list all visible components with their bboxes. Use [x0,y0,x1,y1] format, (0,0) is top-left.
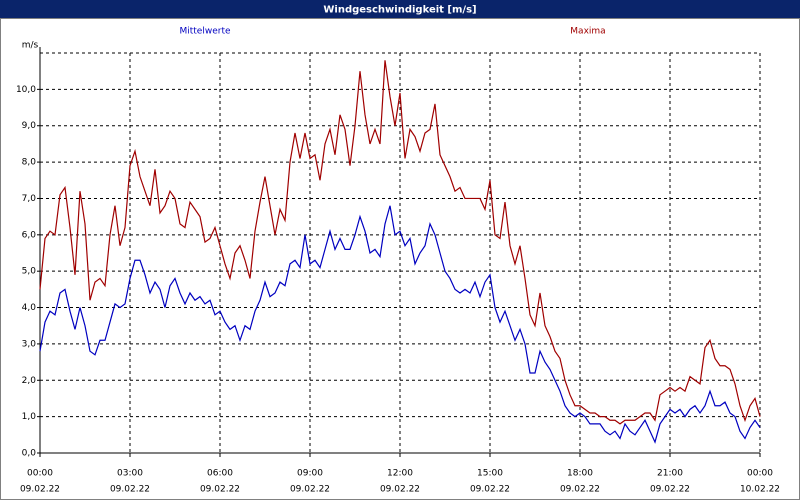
y-tick-label: 1,0 [22,412,37,422]
x-tick-label: 03:00 [117,469,143,479]
x-tick-label: 15:00 [477,469,503,479]
y-tick-label: 6,0 [22,230,37,240]
x-tick-date: 09.02.22 [20,485,60,495]
x-tick-label: 06:00 [207,469,233,479]
chart-title: Windgeschwindigkeit [m/s] [323,5,476,16]
y-axis-label: m/s [22,41,39,51]
legend-label: Mittelwerte [179,27,230,37]
y-tick-label: 4,0 [22,303,37,313]
x-tick-date: 09.02.22 [650,485,690,495]
y-tick-label: 0,0 [22,449,37,459]
x-tick-date: 09.02.22 [380,485,420,495]
x-tick-label: 09:00 [297,469,323,479]
legend-label: Maxima [570,27,605,37]
y-tick-label: 7,0 [22,194,37,204]
y-tick-label: 10,0 [16,85,36,95]
y-tick-label: 5,0 [22,267,37,277]
y-tick-label: 2,0 [22,376,37,386]
x-tick-label: 00:00 [27,469,53,479]
x-tick-label: 12:00 [387,469,413,479]
y-tick-label: 8,0 [22,158,37,168]
y-tick-label: 9,0 [22,121,37,131]
x-tick-label: 00:00 [747,469,773,479]
x-tick-date: 09.02.22 [290,485,330,495]
y-tick-label: 3,0 [22,339,37,349]
x-tick-date: 10.02.22 [740,485,780,495]
series-line [39,60,761,425]
x-tick-label: 21:00 [657,469,683,479]
x-tick-label: 18:00 [567,469,593,479]
title-bar [0,0,800,18]
x-tick-date: 09.02.22 [110,485,150,495]
x-tick-date: 09.02.22 [560,485,600,495]
x-tick-date: 09.02.22 [470,485,510,495]
series-line [39,205,761,444]
x-tick-date: 09.02.22 [200,485,240,495]
